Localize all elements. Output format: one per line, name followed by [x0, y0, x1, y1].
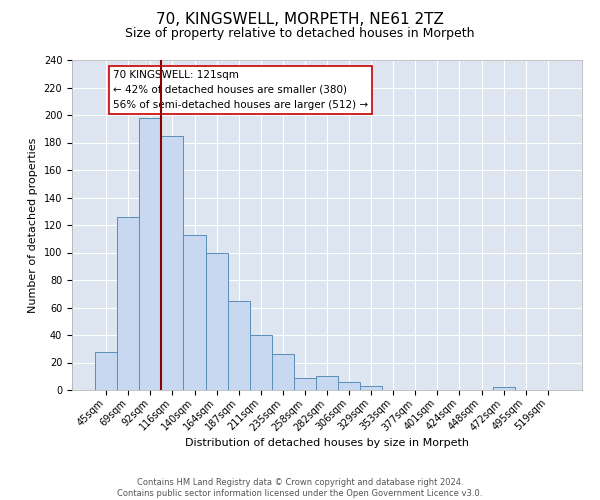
- Bar: [117, 217, 139, 390]
- Y-axis label: Number of detached properties: Number of detached properties: [28, 138, 38, 312]
- Bar: [316, 376, 338, 390]
- X-axis label: Distribution of detached houses by size in Morpeth: Distribution of detached houses by size …: [185, 438, 469, 448]
- Text: Contains HM Land Registry data © Crown copyright and database right 2024.
Contai: Contains HM Land Registry data © Crown c…: [118, 478, 482, 498]
- Bar: [139, 118, 161, 390]
- Bar: [294, 378, 316, 390]
- Bar: [360, 386, 382, 390]
- Bar: [493, 387, 515, 390]
- Bar: [338, 382, 360, 390]
- Bar: [95, 352, 117, 390]
- Text: Size of property relative to detached houses in Morpeth: Size of property relative to detached ho…: [125, 28, 475, 40]
- Bar: [250, 335, 272, 390]
- Text: 70 KINGSWELL: 121sqm
← 42% of detached houses are smaller (380)
56% of semi-deta: 70 KINGSWELL: 121sqm ← 42% of detached h…: [113, 70, 368, 110]
- Bar: [227, 300, 250, 390]
- Bar: [161, 136, 184, 390]
- Bar: [184, 234, 206, 390]
- Bar: [206, 252, 227, 390]
- Bar: [272, 354, 294, 390]
- Text: 70, KINGSWELL, MORPETH, NE61 2TZ: 70, KINGSWELL, MORPETH, NE61 2TZ: [156, 12, 444, 28]
